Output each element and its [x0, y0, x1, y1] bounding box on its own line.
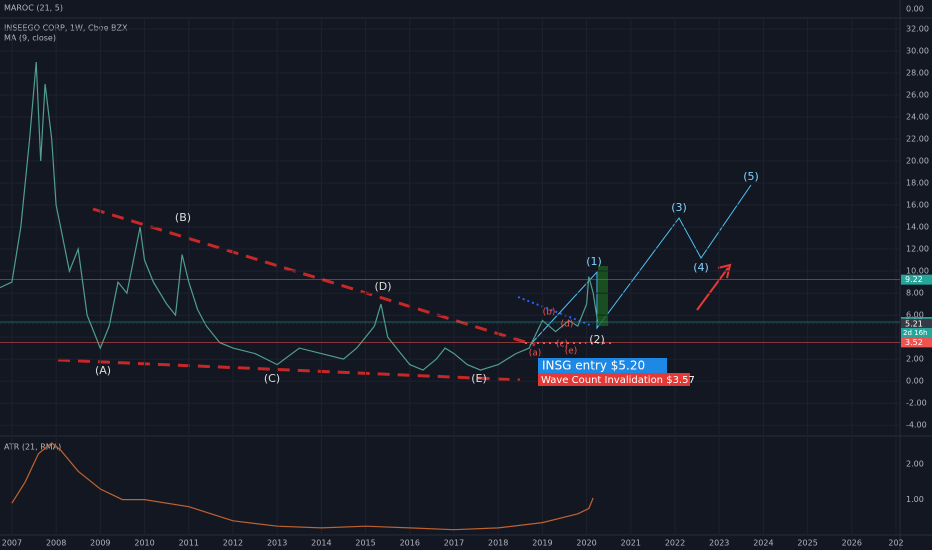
arrow-head — [717, 263, 732, 279]
countdown-tag — [901, 328, 932, 339]
wave-label: (A) — [95, 364, 111, 377]
invalidation-label: Wave Count Invalidation $3.57 — [541, 375, 695, 386]
price-tag-label: 5.21 — [905, 319, 923, 328]
y-tick-label: 8.00 — [906, 289, 924, 298]
price-tag — [901, 337, 932, 348]
x-tick-label: 2026 — [842, 539, 862, 548]
pane-title: ATR (21, RMA) — [4, 443, 61, 452]
invalidation-box — [538, 373, 690, 386]
wave-label: (4) — [693, 261, 709, 274]
x-tick-label: 2015 — [355, 539, 375, 548]
entry-label: INSG entry $5.20 — [542, 359, 645, 373]
y-tick-label: 30.00 — [906, 47, 929, 56]
y-tick-label: 2.00 — [906, 355, 924, 364]
wave-label: (b) — [543, 308, 556, 318]
indicator-title: MA (9, close) — [4, 34, 56, 43]
y-tick-label: 24.00 — [906, 113, 929, 122]
trend-line — [57, 358, 521, 382]
y-tick-label: 6.00 — [906, 311, 924, 320]
wave-label: (a) — [529, 349, 542, 359]
x-tick-label: 2018 — [488, 539, 508, 548]
chart-title: INSEEGO CORP, 1W, Cboe BZX — [4, 24, 128, 33]
entry-box — [538, 358, 667, 373]
x-tick-label: 2010 — [134, 539, 154, 548]
x-tick-label: 2023 — [709, 539, 729, 548]
y-tick-label: 22.00 — [906, 135, 929, 144]
pane-title: MAROC (21, 5) — [4, 4, 63, 13]
x-tick-label: 2019 — [532, 539, 552, 548]
wave-label: (3) — [671, 201, 687, 214]
y-tick-label: 20.00 — [906, 157, 929, 166]
x-tick-label: 2020 — [576, 539, 596, 548]
wave-label: (e) — [565, 347, 578, 357]
y-tick-label: 18.00 — [906, 179, 929, 188]
wave-label: (B) — [175, 211, 191, 224]
x-tick-label: 2012 — [223, 539, 243, 548]
y-tick-label: 12.00 — [906, 245, 929, 254]
wave-label: (E) — [471, 372, 487, 385]
wave-label: (1) — [586, 255, 602, 268]
y-tick-label: 26.00 — [906, 91, 929, 100]
x-tick-label: 202 — [888, 539, 903, 548]
y-tick-label: 14.00 — [906, 223, 929, 232]
y-tick-label: 10.00 — [906, 267, 929, 276]
wave-label: (5) — [743, 170, 759, 183]
wave-label: (2) — [589, 333, 605, 346]
wave-label: (d) — [561, 320, 574, 330]
y-tick-label: 2.00 — [906, 460, 924, 469]
y-tick-label: -2.00 — [906, 399, 927, 408]
y-tick-label: 28.00 — [906, 69, 929, 78]
price-tag — [901, 274, 932, 285]
price-line — [11, 442, 594, 531]
wave-projection — [529, 184, 752, 346]
x-tick-label: 2007 — [2, 539, 22, 548]
x-tick-label: 2021 — [621, 539, 641, 548]
x-tick-label: 2011 — [179, 539, 199, 548]
price-tag-label: 9.22 — [905, 275, 923, 284]
y-tick-label: 32.00 — [906, 25, 929, 34]
price-tag-label: 3.52 — [905, 338, 923, 347]
x-tick-label: 2024 — [753, 539, 773, 548]
price-tag — [901, 318, 932, 329]
y-tick-label: 0.00 — [906, 5, 924, 14]
y-tick-label: 0.00 — [906, 377, 924, 386]
arrow — [696, 267, 729, 311]
x-tick-label: 2017 — [444, 539, 464, 548]
countdown-label: 2d 16h — [903, 329, 927, 337]
x-tick-label: 2013 — [267, 539, 287, 548]
position-box — [598, 266, 608, 326]
y-tick-label: 1.00 — [906, 495, 924, 504]
x-tick-label: 2014 — [311, 539, 331, 548]
x-tick-label: 2025 — [797, 539, 817, 548]
x-tick-label: 2022 — [665, 539, 685, 548]
x-tick-label: 2009 — [90, 539, 110, 548]
y-tick-label: 16.00 — [906, 201, 929, 210]
wave-label: (C) — [264, 372, 280, 385]
y-tick-label: -4.00 — [906, 421, 927, 430]
price-line — [0, 61, 599, 371]
wave-label: (c) — [556, 340, 568, 350]
x-tick-label: 2008 — [46, 539, 66, 548]
wave-label: (D) — [374, 280, 391, 293]
x-tick-label: 2016 — [400, 539, 420, 548]
